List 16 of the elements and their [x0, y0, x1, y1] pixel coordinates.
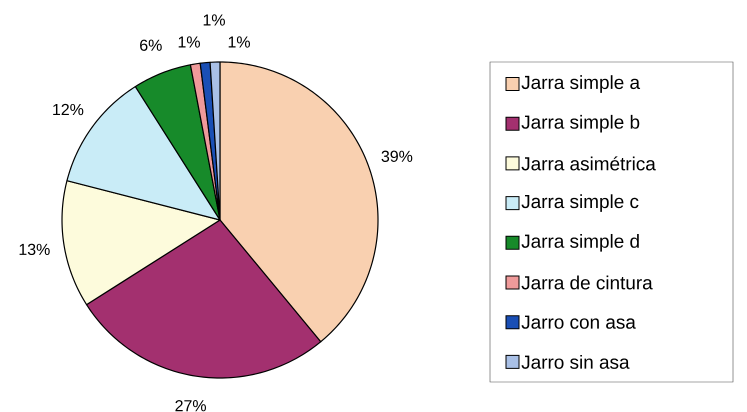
data-label: 1% [178, 36, 200, 48]
legend-label: Jarro sin asa [522, 354, 630, 369]
data-label: 27% [175, 400, 206, 412]
legend-label: Jarra simple c [522, 194, 638, 212]
data-label: 6% [140, 40, 162, 51]
data-label: 39% [382, 150, 412, 162]
legend-label: Jarra asimétrica [522, 156, 656, 170]
data-label: 1% [204, 14, 225, 26]
legend-label: Jarro con asa [522, 316, 636, 329]
data-label: 12% [53, 104, 84, 116]
legend-label: Jarra simple d [522, 234, 639, 252]
data-label: 13% [20, 244, 50, 256]
legend-label: Jarra de cintura [522, 276, 653, 290]
data-label: 1% [228, 36, 250, 48]
legend-label: Jarra simple b [522, 114, 640, 133]
legend-label: Jarra simple a [522, 75, 640, 93]
